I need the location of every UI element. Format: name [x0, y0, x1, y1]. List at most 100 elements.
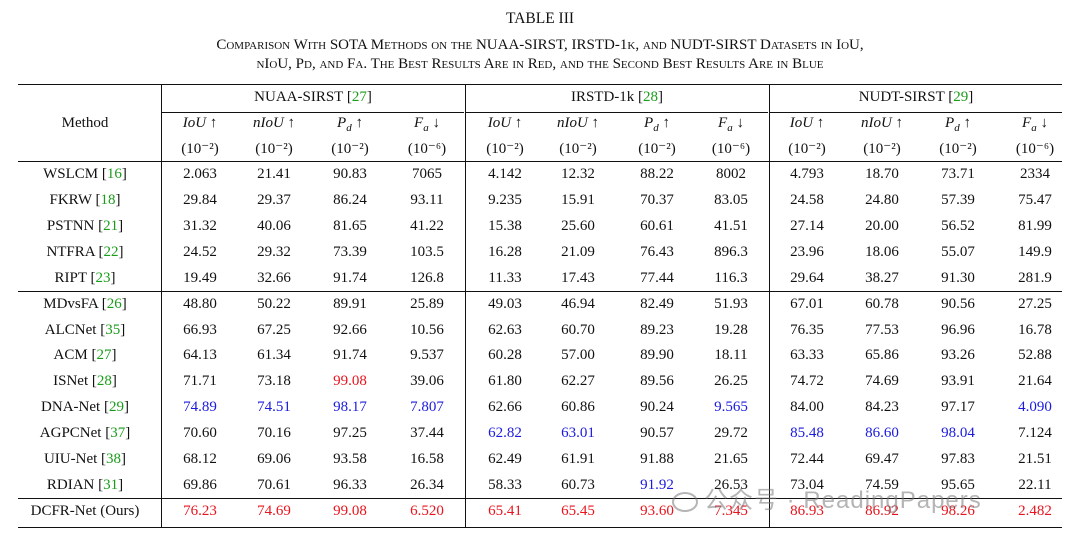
citation-link[interactable]: 21	[103, 218, 119, 234]
method-name: MDvsFA [26]	[43, 296, 127, 312]
metric-header: nIoU ↑	[556, 115, 600, 131]
table-cell: 7.807	[410, 399, 444, 415]
table-cell: 74.72	[790, 373, 824, 389]
column-divider	[161, 84, 162, 527]
table-cell: 71.71	[183, 373, 217, 389]
unit-header: (10⁻²)	[181, 141, 219, 157]
metric-header: IoU ↑	[789, 115, 825, 131]
table-cell: 26.25	[714, 373, 748, 389]
dataset-header: IRSTD-1k [28]	[570, 89, 664, 105]
table-cell: 77.44	[640, 270, 674, 286]
ours-rule	[18, 498, 1062, 499]
citation-link[interactable]: 23	[95, 270, 111, 286]
table-cell: 18.11	[714, 347, 748, 363]
table-cell: 63.01	[561, 425, 595, 441]
citation-link[interactable]: 29	[108, 399, 124, 415]
caption-line-2: nIoU, Pd, and Fa. The Best Results Are i…	[256, 56, 824, 72]
table-cell: 24.52	[183, 244, 217, 260]
table-label: TABLE III	[505, 10, 575, 27]
citation-link[interactable]: 26	[106, 296, 122, 312]
column-divider	[465, 84, 466, 527]
table-cell: 69.86	[183, 477, 217, 493]
table-cell: 50.22	[257, 296, 291, 312]
citation-link[interactable]: 37	[110, 425, 126, 441]
method-name: DNA-Net [29]	[41, 399, 129, 415]
citation-link[interactable]: 29	[953, 89, 969, 105]
table-cell: 2.482	[1018, 503, 1052, 519]
table-cell: 60.70	[561, 322, 595, 338]
table-cell: 12.32	[561, 166, 595, 182]
metric-header: Pd ↑	[644, 115, 670, 134]
citation-link[interactable]: 22	[103, 244, 119, 260]
table-cell: 75.47	[1018, 192, 1052, 208]
unit-header: (10⁻²)	[939, 141, 977, 157]
table-cell: 27.14	[790, 218, 824, 234]
table-cell: 18.70	[865, 166, 899, 182]
table-cell: 31.32	[183, 218, 217, 234]
citation-link[interactable]: 38	[106, 451, 122, 467]
method-name: DCFR-Net (Ours)	[15, 503, 155, 520]
method-label: ISNet	[53, 373, 89, 389]
table-cell: 89.90	[640, 347, 674, 363]
table-cell: 93.58	[333, 451, 367, 467]
table-cell: 20.00	[865, 218, 899, 234]
method-label: ALCNet	[44, 322, 97, 338]
table-cell: 72.44	[790, 451, 824, 467]
table-cell: 62.27	[561, 373, 595, 389]
table-cell: 83.05	[714, 192, 748, 208]
citation-link[interactable]: 18	[100, 192, 116, 208]
table-cell: 16.78	[1018, 322, 1052, 338]
table-cell: 70.60	[183, 425, 217, 441]
citation-link[interactable]: 28	[96, 373, 112, 389]
table-cell: 6.520	[410, 503, 444, 519]
citation-link[interactable]: 27	[96, 347, 112, 363]
table-cell: 17.43	[561, 270, 595, 286]
citation-link[interactable]: 28	[643, 89, 659, 105]
table-cell: 91.74	[333, 347, 367, 363]
table-cell: 76.23	[183, 503, 217, 519]
metric-header: Fa ↓	[718, 115, 744, 134]
table-cell: 89.56	[640, 373, 674, 389]
table-cell: 40.06	[257, 218, 291, 234]
table-cell: 74.89	[183, 399, 217, 415]
table-cell: 27.25	[1018, 296, 1052, 312]
method-name: UIU-Net [38]	[43, 451, 127, 467]
table-cell: 93.91	[941, 373, 975, 389]
table-cell: 98.26	[941, 503, 975, 519]
table-cell: 29.32	[257, 244, 291, 260]
table-cell: 63.33	[790, 347, 824, 363]
method-label: ACM	[53, 347, 88, 363]
table-cell: 86.24	[333, 192, 367, 208]
nuaa-underline	[162, 112, 464, 113]
table-cell: 16.28	[488, 244, 522, 260]
table-cell: 89.23	[640, 322, 674, 338]
table-cell: 74.69	[865, 373, 899, 389]
metric-header: Fa ↓	[1022, 115, 1048, 134]
watermark: 公众号 · ReadingPapers	[672, 480, 982, 515]
irstd-underline	[466, 112, 768, 113]
table-cell: 29.84	[183, 192, 217, 208]
method-name: ALCNet [35]	[44, 322, 126, 338]
table-cell: 90.24	[640, 399, 674, 415]
table-cell: 2334	[1020, 166, 1050, 182]
table-cell: 11.33	[488, 270, 522, 286]
table-cell: 84.23	[865, 399, 899, 415]
citation-link[interactable]: 27	[351, 89, 367, 105]
table-cell: 86.60	[865, 425, 899, 441]
table-cell: 37.44	[410, 425, 444, 441]
citation-link[interactable]: 31	[103, 477, 119, 493]
table-cell: 62.49	[488, 451, 522, 467]
table-cell: 9.565	[714, 399, 748, 415]
column-divider	[769, 84, 770, 527]
metric-header: IoU ↑	[182, 115, 218, 131]
citation-link[interactable]: 35	[105, 322, 121, 338]
table-cell: 52.88	[1018, 347, 1052, 363]
citation-link[interactable]: 16	[106, 166, 122, 182]
unit-header: (10⁻²)	[486, 141, 524, 157]
table-cell: 55.07	[941, 244, 975, 260]
method-label: PSTNN	[46, 218, 95, 234]
dataset-name: NUDT-SIRST [	[858, 89, 954, 105]
table-cell: 68.12	[183, 451, 217, 467]
table-cell: 116.3	[714, 270, 748, 286]
table-cell: 90.56	[941, 296, 975, 312]
